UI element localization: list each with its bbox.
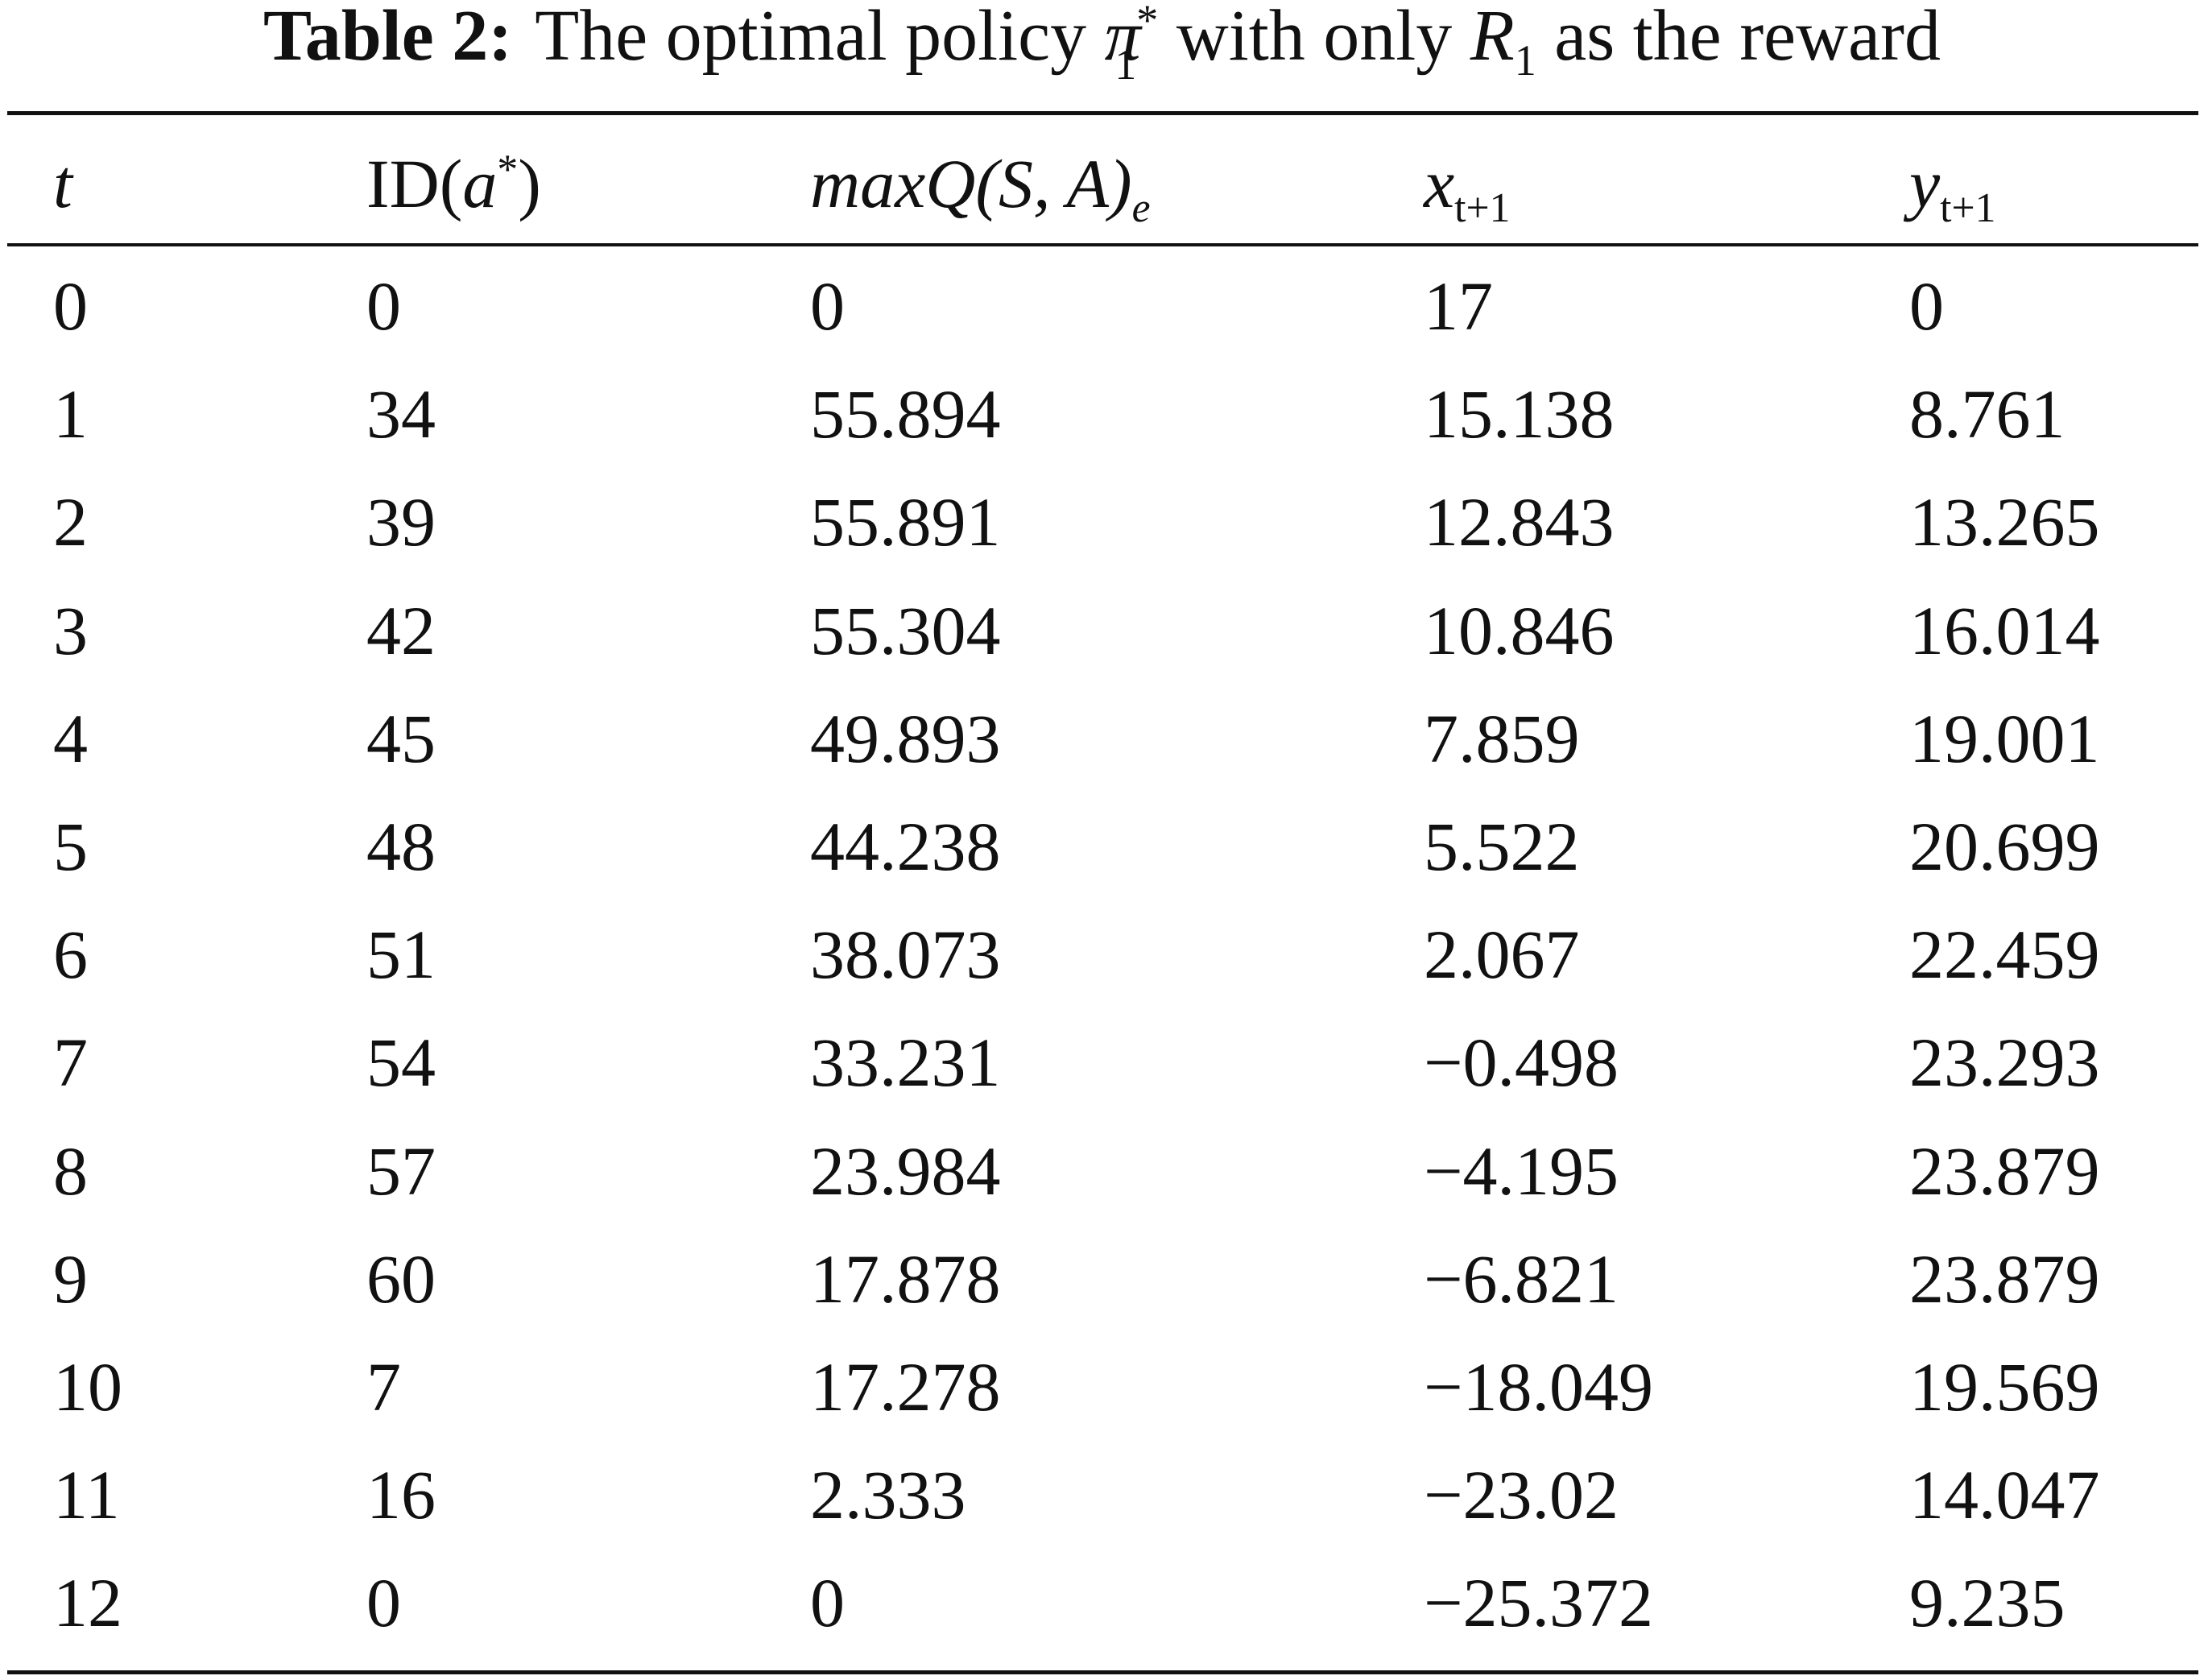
table-cell: 33.231: [810, 1024, 1001, 1102]
caption-label: Table 2:: [263, 0, 513, 76]
table-cell: 48: [366, 808, 436, 885]
caption-superscript: *: [1136, 0, 1159, 44]
header-symbol: a: [462, 145, 498, 222]
table-cell: −4.195: [1424, 1132, 1619, 1210]
table-cell: 55.891: [810, 483, 1001, 561]
table-cell: 12: [53, 1564, 122, 1642]
header-cell: t: [53, 143, 72, 224]
table-cell: 20.699: [1909, 808, 2100, 885]
table-cell: 0: [366, 1564, 401, 1642]
table-cell: 13.265: [1909, 483, 2100, 561]
table-cell: −6.821: [1424, 1239, 1619, 1318]
table-cell: 54: [366, 1024, 436, 1102]
table-cell: 7: [53, 1024, 88, 1102]
table-cell: 0: [810, 267, 845, 345]
table-cell: 0: [366, 267, 401, 345]
table-cell: 16: [366, 1456, 436, 1534]
caption-subscript: 1: [1514, 36, 1536, 85]
table-cell: 12.843: [1424, 483, 1615, 561]
table-cell: 11: [53, 1456, 120, 1534]
header-superscript: *: [497, 147, 519, 193]
table-cell: −18.049: [1424, 1348, 1654, 1426]
table-cell: 10.846: [1424, 591, 1615, 669]
table-cell: 23.879: [1909, 1132, 2100, 1210]
table-cell: 51: [366, 916, 436, 994]
header-subscript: t+1: [1454, 185, 1511, 232]
table-cell: 57: [366, 1132, 436, 1210]
table-cell: 17.278: [810, 1348, 1001, 1426]
table-cell: 23.879: [1909, 1239, 2100, 1318]
table-cell: 60: [366, 1239, 436, 1318]
table-cell: 17: [1424, 267, 1493, 345]
header-symbol: x: [1424, 145, 1455, 222]
table-cell: 16.014: [1909, 591, 2100, 669]
table-cell: −23.02: [1424, 1456, 1619, 1534]
header-symbol: t: [53, 145, 72, 222]
table-cell: 45: [366, 699, 436, 777]
header-symbol: (S, A): [975, 145, 1132, 222]
header-symbol: y: [1909, 145, 1941, 222]
table-cell: −0.498: [1424, 1024, 1619, 1102]
table-cell: 23.293: [1909, 1024, 2100, 1102]
table-cell: 6: [53, 916, 88, 994]
table-cell: 9.235: [1909, 1564, 2065, 1642]
caption-symbol: π: [1104, 0, 1141, 76]
table-cell: 49.893: [810, 699, 1001, 777]
header-subscript: e: [1131, 185, 1151, 232]
table-cell: 39: [366, 483, 436, 561]
table-cell: 8: [53, 1132, 88, 1210]
table-caption: Table 2: The optimal policy π1* with only…: [0, 0, 2204, 86]
table-cell: 17.878: [810, 1239, 1001, 1318]
table-cell: 22.459: [1909, 916, 2100, 994]
table-cell: 1: [53, 375, 88, 453]
table-cell: 0: [53, 267, 88, 345]
caption-symbol: R: [1470, 0, 1515, 76]
table-cell: 7: [366, 1348, 401, 1426]
table-cell: 14.047: [1909, 1456, 2100, 1534]
header-subscript: t+1: [1940, 185, 1996, 232]
table-cell: 5: [53, 808, 88, 885]
header-text: ID(: [366, 145, 463, 222]
header-cell: yt+1: [1909, 143, 1995, 229]
table-cell: 23.984: [810, 1132, 1001, 1210]
table-cell: 10: [53, 1348, 122, 1426]
header-rule: [7, 243, 2198, 246]
table-cell: 0: [1909, 267, 1944, 345]
table-cell: 42: [366, 591, 436, 669]
table-cell: 19.001: [1909, 699, 2100, 777]
bottom-rule: [7, 1670, 2198, 1674]
table-cell: 9: [53, 1239, 88, 1318]
table-cell: 44.238: [810, 808, 1001, 885]
header-cell: maxQ(S, A)e: [810, 143, 1151, 229]
header-symbol: ): [518, 145, 541, 222]
table-cell: 0: [810, 1564, 845, 1642]
table-cell: −25.372: [1424, 1564, 1654, 1642]
table-cell: 3: [53, 591, 88, 669]
table-cell: 2.067: [1424, 916, 1580, 994]
table-cell: 15.138: [1424, 375, 1615, 453]
table-cell: 8.761: [1909, 375, 2065, 453]
table-cell: 2: [53, 483, 88, 561]
header-cell: ID(a*): [366, 143, 541, 224]
table-cell: 4: [53, 699, 88, 777]
header-cell: xt+1: [1424, 143, 1510, 229]
top-rule: [7, 111, 2198, 115]
table-cell: 55.304: [810, 591, 1001, 669]
table-cell: 5.522: [1424, 808, 1580, 885]
table-cell: 34: [366, 375, 436, 453]
caption-text: with only: [1176, 0, 1453, 76]
caption-subscript: 1: [1114, 40, 1137, 89]
caption-text: The optimal policy: [535, 0, 1087, 76]
table-cell: 2.333: [810, 1456, 966, 1534]
table-cell: 7.859: [1424, 699, 1580, 777]
table-cell: 38.073: [810, 916, 1001, 994]
table-cell: 19.569: [1909, 1348, 2100, 1426]
table-cell: 55.894: [810, 375, 1001, 453]
caption-text: as the reward: [1554, 0, 1941, 76]
header-symbol: maxQ: [810, 145, 976, 222]
